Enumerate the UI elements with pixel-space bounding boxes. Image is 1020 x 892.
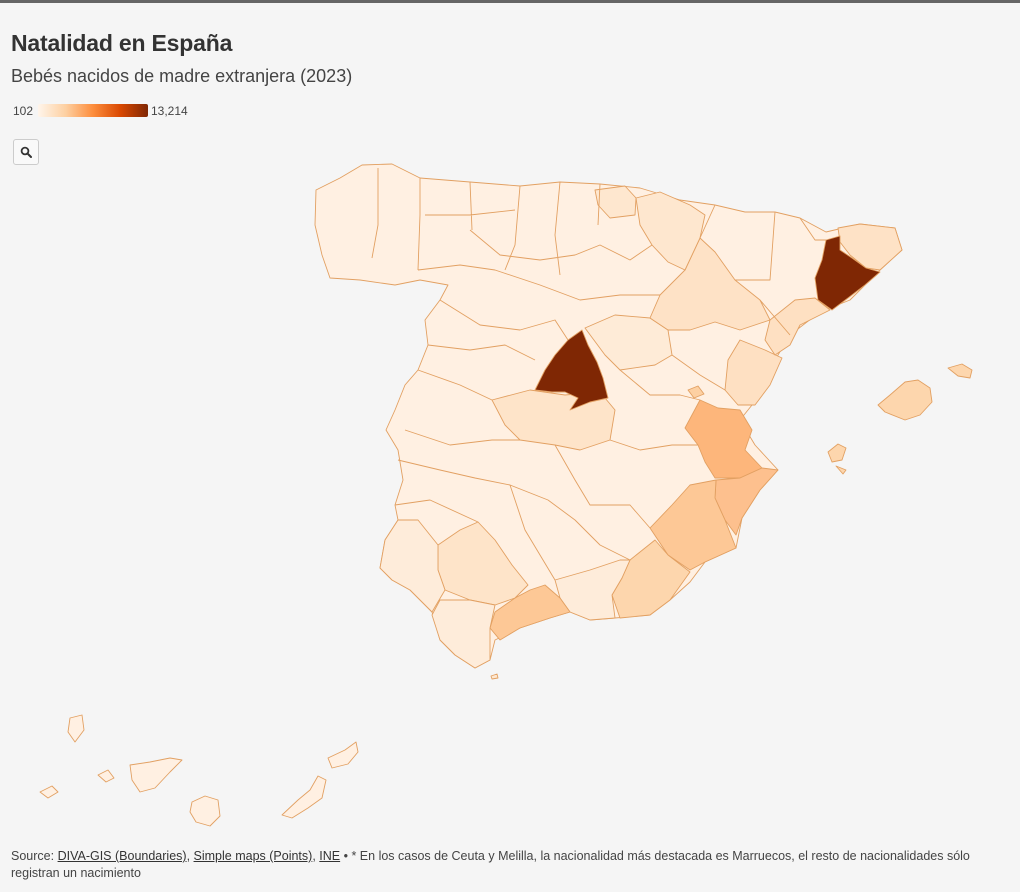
mallorca[interactable] (877, 379, 933, 421)
menorca[interactable] (947, 363, 973, 379)
formentera[interactable] (835, 465, 847, 475)
source-link-ine[interactable]: INE (319, 849, 341, 863)
lanzarote[interactable] (327, 741, 359, 769)
source-label: Source: (11, 849, 55, 863)
gran-canaria[interactable] (189, 795, 221, 827)
province-barcelona[interactable] (814, 235, 881, 311)
legend-gradient-bar (38, 104, 148, 117)
province-huelva[interactable] (379, 519, 446, 613)
fuerteventura[interactable] (281, 775, 327, 819)
el-hierro[interactable] (39, 785, 59, 799)
la-palma[interactable] (67, 714, 85, 743)
legend-max: 13,214 (151, 104, 188, 118)
province-malaga[interactable] (489, 584, 571, 641)
province-navarra[interactable] (635, 191, 706, 271)
la-gomera[interactable] (97, 769, 115, 783)
chart-title: Natalidad en España (11, 30, 233, 56)
spain-map[interactable] (0, 150, 1020, 840)
footer-note: • * En los casos de Ceuta y Melilla, la … (11, 849, 970, 880)
search-button[interactable] (13, 139, 39, 165)
province-basque[interactable] (594, 185, 637, 219)
source-link-simple-maps[interactable]: Simple maps (Points) (193, 849, 313, 863)
province-castellon[interactable] (724, 339, 783, 406)
source-link-diva-gis[interactable]: DIVA-GIS (Boundaries) (57, 849, 187, 863)
footer-source: Source: DIVA-GIS (Boundaries), Simple ma… (11, 849, 970, 880)
province-tarragona[interactable] (764, 297, 831, 356)
province-ceuta[interactable] (490, 673, 499, 680)
province-girona[interactable] (837, 223, 903, 271)
tenerife[interactable] (129, 757, 183, 793)
province-borders (371, 168, 826, 581)
search-icon (20, 146, 32, 158)
chart-subtitle: Bebés nacidos de madre extranjera (2023) (11, 66, 353, 86)
province-cadiz[interactable] (431, 599, 496, 669)
highlighted-provinces (379, 185, 903, 680)
legend-min: 102 (13, 104, 34, 118)
top-border (0, 0, 1020, 3)
ibiza[interactable] (827, 443, 847, 463)
province-cuenca-dot[interactable] (687, 385, 705, 399)
province-madrid[interactable] (534, 329, 609, 411)
